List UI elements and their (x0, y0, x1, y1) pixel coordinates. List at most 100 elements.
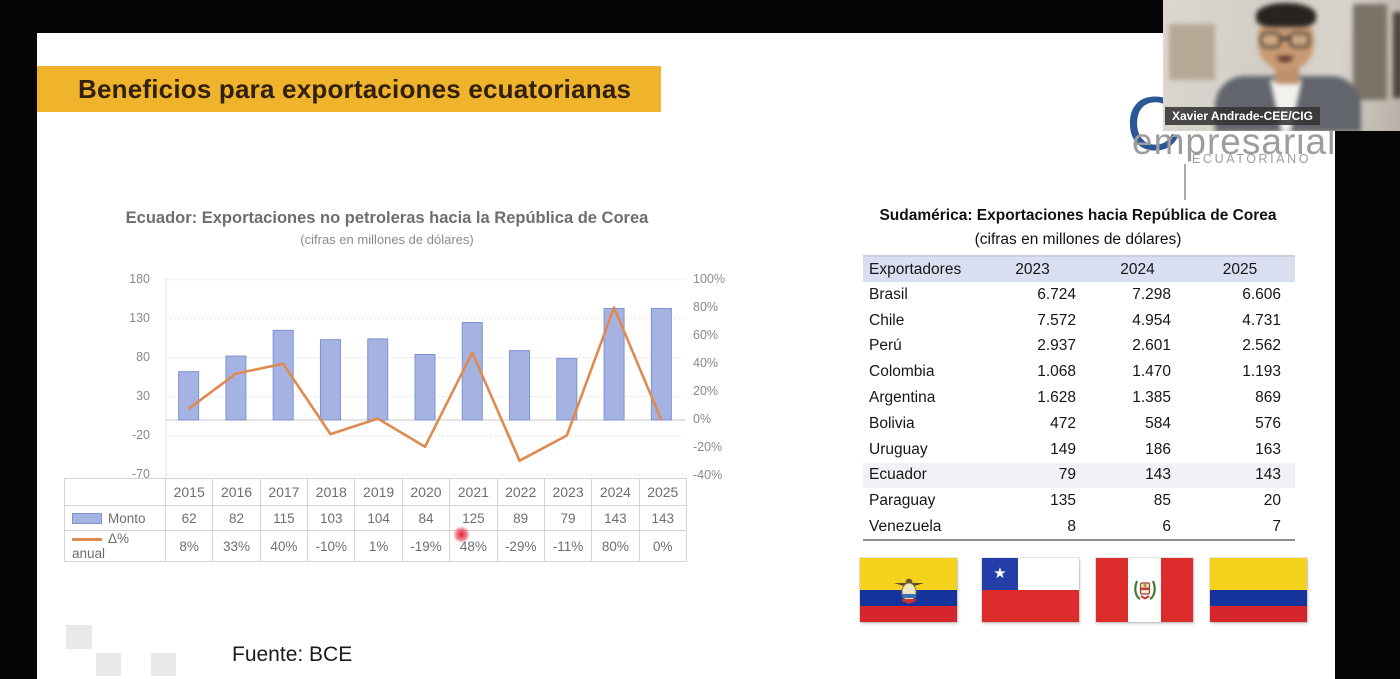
decor-square (151, 653, 176, 676)
webcam-video: Xavier Andrade-CEE/CIG (1163, 0, 1400, 131)
exporter-value: 1.068 (1037, 363, 1076, 381)
chart-table-cell: 8% (164, 530, 214, 562)
legend-cell (64, 478, 166, 506)
decor-square (66, 625, 92, 649)
chart-table-cell: 62 (164, 505, 214, 531)
chart-table-cell: 2022 (496, 478, 545, 506)
bar-2015 (178, 371, 200, 421)
exporter-value: 2.937 (1037, 337, 1076, 355)
exporter-value: 1.628 (1037, 389, 1076, 407)
monto-legend-label: Monto (108, 510, 146, 526)
pct-line (187, 306, 663, 462)
chart-table-cell: 143 (591, 505, 640, 531)
exporter-value: 85 (1153, 492, 1171, 510)
exporter-value: 135 (1050, 492, 1076, 510)
exporter-value: 163 (1255, 440, 1281, 458)
exporter-row-venezuela: Venezuela 8 6 7 (863, 514, 1295, 541)
speaker-hair (1256, 3, 1316, 27)
pct-legend-swatch (72, 537, 102, 541)
chart-table-cell: -29% (496, 530, 545, 562)
laser-pointer-dot (453, 526, 470, 543)
axis-tick-label: -70 (131, 466, 150, 481)
bar-2019 (367, 338, 389, 421)
exporters-col-header: 2023 (975, 255, 1090, 282)
legend-cell: Monto (64, 505, 166, 531)
exporters-col-header: 2025 (1185, 255, 1295, 282)
slide-title: Beneficios para exportaciones ecuatorian… (78, 73, 632, 104)
exporter-value: 149 (1050, 440, 1076, 458)
flags-row: ★ (860, 558, 1307, 622)
exporter-value: 6.724 (1037, 285, 1076, 303)
axis-tick-label: 60% (693, 327, 719, 342)
bar-2020 (414, 353, 436, 421)
glasses-icon (1260, 32, 1281, 48)
participant-name-label: Xavier Andrade-CEE/CIG (1165, 107, 1320, 125)
exporters-col-header: 2024 (1090, 255, 1185, 282)
exporter-country: Venezuela (863, 514, 975, 541)
chart-table-cell: 115 (259, 505, 309, 531)
axis-tick-label: 30 (136, 388, 150, 403)
bar-2023 (556, 357, 578, 421)
exporter-country: Bolivia (869, 414, 915, 432)
exporter-value: 8 (975, 514, 1090, 541)
axis-tick-label: 180 (129, 271, 150, 286)
peru-flag (1096, 558, 1193, 622)
exporter-value: 6 (1090, 514, 1185, 541)
picture-frame (1393, 12, 1400, 98)
exporter-row-ecuador: Ecuador 79 143 143 (863, 462, 1295, 489)
combo-chart-svg (165, 278, 685, 477)
exporter-value: 7 (1185, 514, 1295, 541)
slide-title-banner: Beneficios para exportaciones ecuatorian… (37, 66, 661, 112)
chart-table-cell: 2023 (543, 478, 593, 506)
exporter-value: 869 (1255, 389, 1281, 407)
axis-tick-label: 20% (693, 383, 719, 398)
logo-country: ECUATORIANO (1192, 152, 1312, 166)
chart-table-cell: 1% (354, 530, 403, 562)
exporter-value: 186 (1145, 440, 1171, 458)
chart-table-cell: 2017 (259, 478, 309, 506)
exporter-value: 7.572 (1037, 311, 1076, 329)
chart-table-cell: 40% (259, 530, 309, 562)
chart-table-cell: 89 (496, 505, 545, 531)
exporter-value: 1.193 (1242, 363, 1281, 381)
glasses-icon (1289, 32, 1310, 48)
exporter-value: 584 (1145, 414, 1171, 432)
chart-table-cell: 2024 (591, 478, 640, 506)
chart-table-cell: -19% (401, 530, 451, 562)
exporter-row-uruguay: Uruguay 149 186 163 (863, 437, 1295, 463)
exporter-country: Paraguay (869, 492, 936, 510)
chart-table-cell: 2021 (449, 478, 498, 506)
chart-table-cell: -11% (543, 530, 593, 562)
exporter-value: 143 (1145, 466, 1171, 484)
chart-title: Ecuador: Exportaciones no petroleras hac… (125, 209, 649, 227)
picture-frame (1169, 24, 1215, 80)
exporter-country: Ecuador (869, 466, 927, 484)
chile-flag: ★ (982, 558, 1079, 622)
exporter-row-chile: Chile 7.572 4.954 4.731 (863, 308, 1295, 334)
pct-legend-label: Δ% anual (72, 531, 130, 561)
picture-frame (1353, 4, 1387, 100)
exporter-country: Perú (869, 337, 902, 355)
chart-table-cell: 79 (543, 505, 593, 531)
exporter-country: Argentina (869, 389, 936, 407)
bar-2017 (272, 329, 294, 421)
exporter-row-argentina: Argentina 1.628 1.385 869 (863, 385, 1295, 411)
presentation-slide: Beneficios para exportaciones ecuatorian… (37, 33, 1335, 679)
exporter-value: 2.562 (1242, 337, 1281, 355)
chart-table-cell: 80% (591, 530, 640, 562)
exporter-row-bolivia: Bolivia 472 584 576 (863, 411, 1295, 437)
decor-square (96, 653, 121, 676)
sa-table-subtitle: (cifras en millones de dólares) (974, 231, 1182, 248)
exporter-value: 576 (1255, 414, 1281, 432)
exporter-row-perú: Perú 2.937 2.601 2.562 (863, 334, 1295, 360)
ecuador-flag (860, 558, 957, 622)
chart-table-cell: 2018 (307, 478, 356, 506)
bar-2022 (509, 350, 531, 421)
exporter-value: 2.601 (1132, 337, 1171, 355)
peru-coat-of-arms (1133, 580, 1156, 600)
chart-table-cell: 143 (638, 505, 687, 531)
axis-tick-label: -20% (693, 440, 723, 455)
chart-table-cell: 2020 (401, 478, 451, 506)
exporter-value: 1.470 (1132, 363, 1171, 381)
exporter-value: 20 (1263, 492, 1281, 510)
